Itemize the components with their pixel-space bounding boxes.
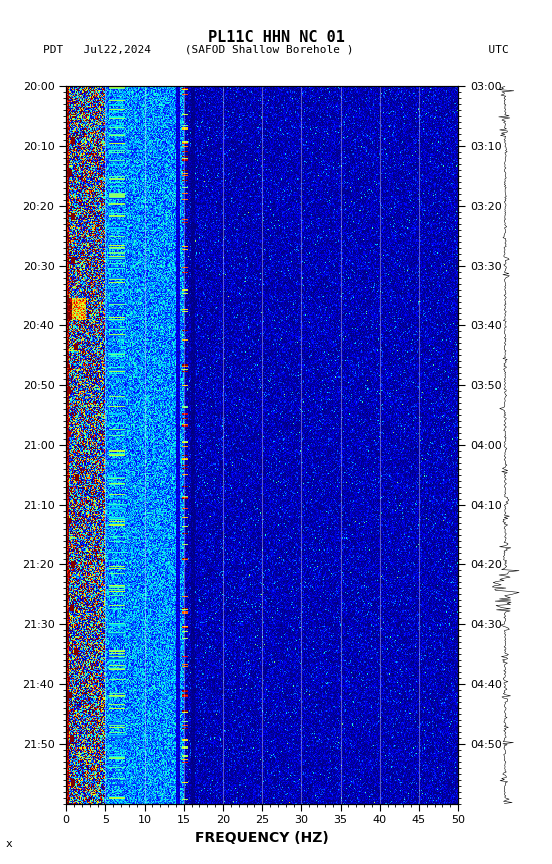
Text: x: x	[6, 839, 12, 848]
Text: PDT   Jul22,2024     (SAFOD Shallow Borehole )                    UTC: PDT Jul22,2024 (SAFOD Shallow Borehole )…	[43, 45, 509, 55]
X-axis label: FREQUENCY (HZ): FREQUENCY (HZ)	[195, 831, 329, 845]
Text: PL11C HHN NC 01: PL11C HHN NC 01	[208, 30, 344, 45]
